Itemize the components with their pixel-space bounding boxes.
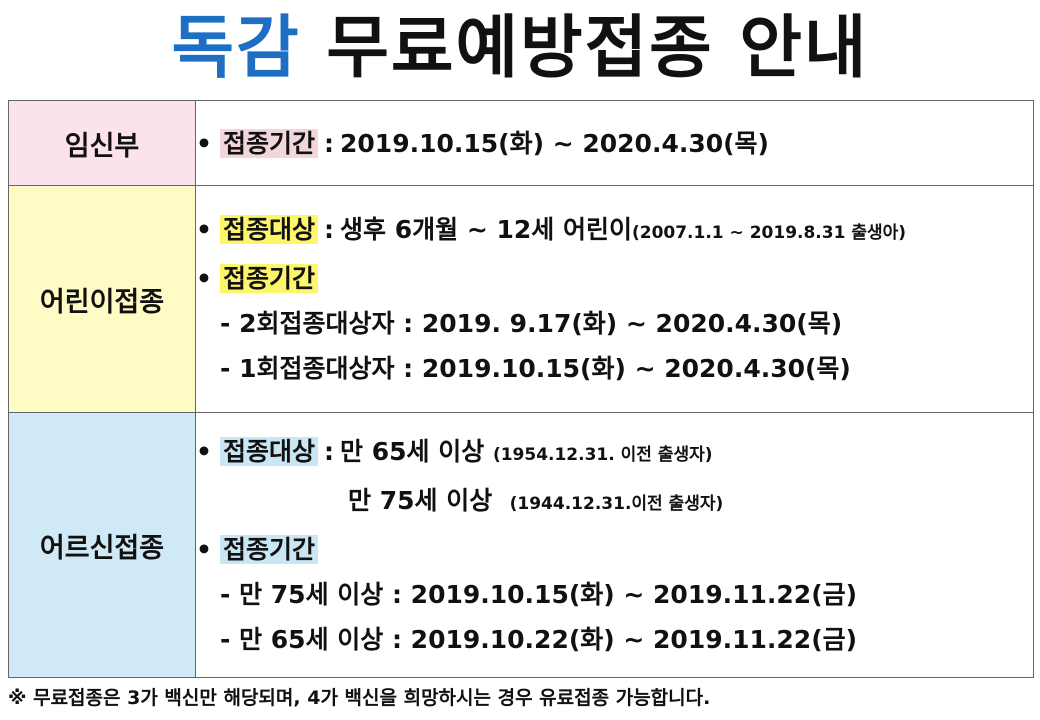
bullet-icon: • bbox=[196, 128, 212, 158]
sub-line-75: - 만 75세 이상 : 2019.10.15(화) ~ 2019.11.22(… bbox=[220, 579, 858, 609]
term-highlight: 접종대상 bbox=[220, 215, 319, 244]
period-line: • 접종기간:2019.10.15(화) ~ 2020.4.30(목) bbox=[196, 121, 1033, 166]
title-rest: 무료예방접종 안내 bbox=[326, 9, 869, 88]
target-value: 생후 6개월 ~ 12세 어린이 bbox=[340, 215, 632, 244]
footnote: ※ 무료접종은 3가 백신만 해당되며, 4가 백신을 희망하시는 경우 유료접… bbox=[8, 687, 711, 709]
title-accent: 독감 bbox=[171, 9, 301, 88]
sub-line-second-dose: - 2회접종대상자 : 2019. 9.17(화) ~ 2020.4.30(목) bbox=[220, 309, 843, 338]
category-children: 어린이접종 bbox=[8, 185, 196, 413]
bullet-icon: • bbox=[196, 436, 212, 466]
details-children: • 접종대상: 생후 6개월 ~ 12세 어린이(2007.1.1 ~ 2019.8… bbox=[195, 185, 1034, 413]
sub-line-65: - 만 65세 이상 : 2019.10.22(화) ~ 2019.11.22(… bbox=[220, 624, 858, 654]
term-highlight: 접종기간 bbox=[220, 128, 319, 158]
table-row-children: 어린이접종 • 접종대상: 생후 6개월 ~ 12세 어린이(2007.1.1 ~ … bbox=[8, 185, 1034, 413]
category-pregnant: 임신부 bbox=[8, 100, 196, 186]
bullet-icon: • bbox=[196, 534, 212, 564]
target-line: • 접종대상: 생후 6개월 ~ 12세 어린이(2007.1.1 ~ 2019.8… bbox=[196, 207, 1033, 256]
target2-value: 만 75세 이상 bbox=[348, 485, 493, 515]
bullet-icon: • bbox=[196, 215, 212, 244]
sub-line-first-dose: - 1회접종대상자 : 2019.10.15(화) ~ 2020.4.30(목) bbox=[220, 354, 851, 383]
term-highlight: 접종기간 bbox=[220, 534, 319, 564]
target-line: • 접종대상: 만 65세 이상 (1954.12.31. 이전 출생자) bbox=[196, 429, 1033, 478]
colon: : bbox=[324, 128, 335, 158]
term-highlight: 접종기간 bbox=[220, 264, 319, 293]
details-pregnant: • 접종기간:2019.10.15(화) ~ 2020.4.30(목) bbox=[195, 100, 1034, 186]
target-note: (1954.12.31. 이전 출생자) bbox=[492, 444, 713, 465]
page-title: 독감 무료예방접종 안내 bbox=[0, 6, 1040, 92]
table-row-pregnant: 임신부 • 접종기간:2019.10.15(화) ~ 2020.4.30(목) bbox=[8, 100, 1034, 186]
target-note: (2007.1.1 ~ 2019.8.31 출생아) bbox=[631, 223, 907, 243]
period-value: 2019.10.15(화) ~ 2020.4.30(목) bbox=[340, 128, 769, 158]
period-line: • 접종기간 bbox=[196, 527, 1033, 572]
category-seniors: 어르신접종 bbox=[8, 412, 196, 678]
details-seniors: • 접종대상: 만 65세 이상 (1954.12.31. 이전 출생자) 만 75… bbox=[195, 412, 1034, 678]
bullet-icon: • bbox=[196, 264, 212, 293]
table-row-seniors: 어르신접종 • 접종대상: 만 65세 이상 (1954.12.31. 이전 출생자… bbox=[8, 412, 1034, 678]
target-value: 만 65세 이상 bbox=[340, 436, 485, 466]
period-line: • 접종기간 bbox=[196, 256, 1033, 301]
colon: : bbox=[324, 215, 335, 244]
term-highlight: 접종대상 bbox=[220, 436, 319, 466]
colon: : bbox=[324, 436, 335, 466]
vaccination-table: 임신부 • 접종기간:2019.10.15(화) ~ 2020.4.30(목) 어… bbox=[8, 100, 1034, 678]
target-line-2: 만 75세 이상 (1944.12.31.이전 출생자) bbox=[196, 478, 1033, 527]
target2-note: (1944.12.31.이전 출생자) bbox=[509, 493, 724, 514]
